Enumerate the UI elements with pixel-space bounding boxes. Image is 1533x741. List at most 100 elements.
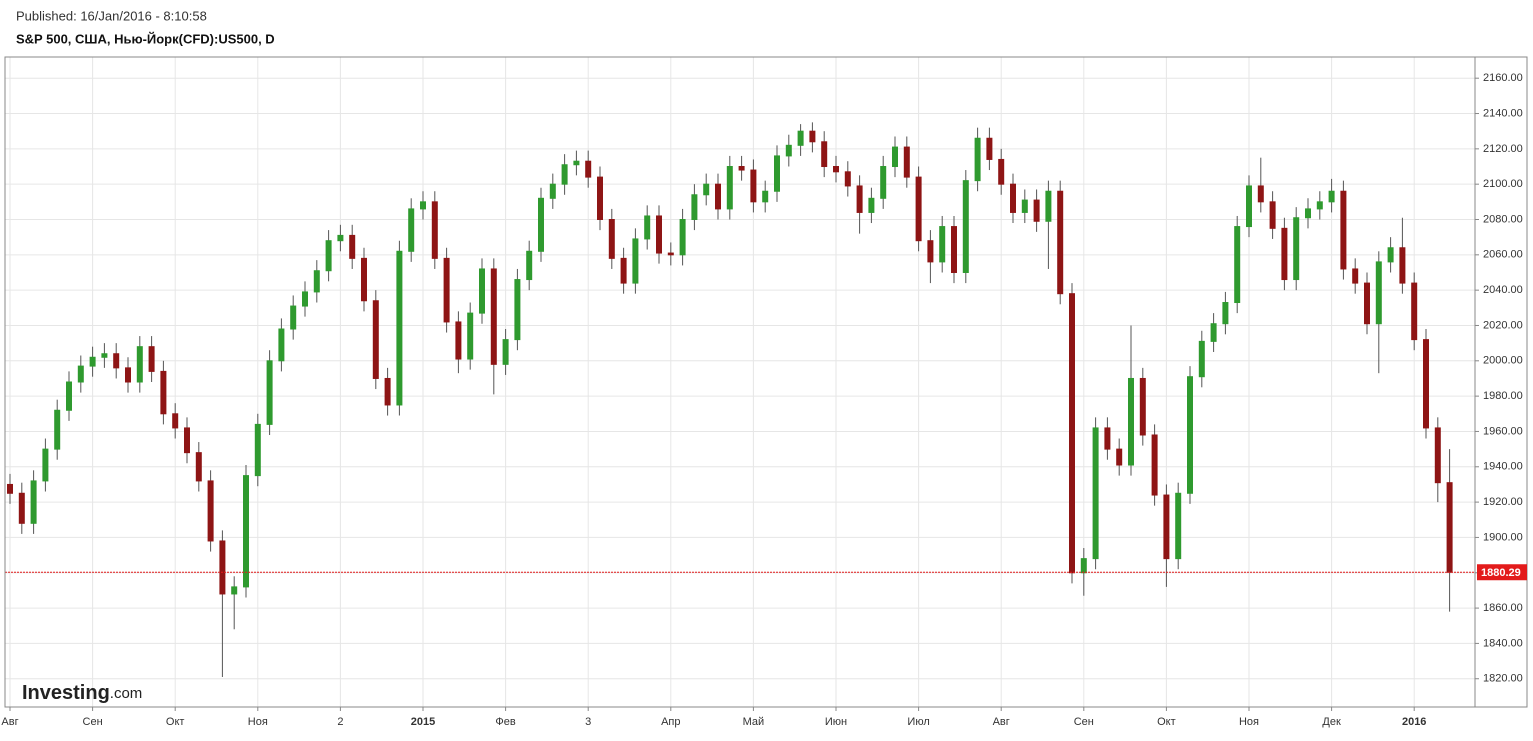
x-tick-label: Ноя bbox=[1239, 716, 1259, 728]
chart-title: S&P 500, США, Нью-Йорк(CFD):US500, D bbox=[16, 31, 275, 46]
y-tick-label: 2040.00 bbox=[1483, 284, 1523, 296]
published: Published: 16/Jan/2016 - 8:10:58 bbox=[16, 8, 207, 23]
candle-body bbox=[1080, 558, 1087, 574]
logo-suffix: .com bbox=[110, 685, 143, 702]
candle-body bbox=[974, 137, 981, 182]
x-tick-label: 3 bbox=[585, 716, 591, 728]
candle-body bbox=[1021, 199, 1028, 213]
y-tick-label: 1980.00 bbox=[1483, 390, 1523, 402]
y-tick-label: 1860.00 bbox=[1483, 602, 1523, 614]
y-tick-label: 2000.00 bbox=[1483, 355, 1523, 367]
candle-body bbox=[703, 183, 710, 196]
candle-body bbox=[89, 356, 96, 367]
y-tick-label: 2160.00 bbox=[1483, 72, 1523, 84]
candle-body bbox=[1364, 282, 1370, 325]
candle-body bbox=[337, 234, 344, 242]
candle-body bbox=[1010, 183, 1016, 213]
candle-body bbox=[597, 176, 603, 220]
x-tick-label: Апр bbox=[661, 716, 680, 728]
candle-body bbox=[1234, 226, 1241, 304]
candle-body bbox=[1057, 190, 1064, 295]
candle-body bbox=[408, 208, 415, 252]
y-tick-label: 2100.00 bbox=[1483, 178, 1523, 190]
x-tick-label: Фев bbox=[495, 716, 515, 728]
candle-body bbox=[54, 409, 61, 450]
candle-body bbox=[1187, 376, 1193, 494]
y-tick-label: 2080.00 bbox=[1483, 213, 1523, 225]
candle-body bbox=[691, 194, 698, 221]
y-tick-label: 1940.00 bbox=[1483, 461, 1523, 473]
candle-body bbox=[113, 353, 120, 369]
candle-body bbox=[927, 240, 934, 263]
logo-name: Investing bbox=[22, 682, 110, 704]
candle-body bbox=[1305, 208, 1311, 219]
candle-body bbox=[892, 146, 898, 168]
candle-body bbox=[750, 169, 757, 203]
candle-body bbox=[538, 197, 544, 252]
candle-body bbox=[266, 360, 273, 425]
candle-body bbox=[1387, 247, 1394, 263]
candle-body bbox=[1423, 339, 1429, 429]
axis-frame bbox=[1474, 56, 1528, 708]
candle-body bbox=[1434, 427, 1441, 484]
candle-body bbox=[844, 171, 851, 187]
candle-body bbox=[243, 475, 249, 588]
candle-body bbox=[184, 427, 190, 454]
candle-body bbox=[856, 185, 863, 213]
y-tick-label: 1920.00 bbox=[1483, 496, 1523, 508]
x-tick-label: 2016 bbox=[1402, 716, 1426, 728]
y-tick-label: 1840.00 bbox=[1483, 637, 1523, 649]
candle-body bbox=[903, 146, 910, 178]
candle-body bbox=[1352, 268, 1359, 284]
y-tick-label: 1820.00 bbox=[1483, 673, 1523, 685]
candle-body bbox=[774, 155, 780, 192]
candle-body bbox=[30, 480, 37, 524]
candle-body bbox=[1281, 227, 1288, 281]
candle-body bbox=[7, 483, 13, 494]
candle-body bbox=[172, 413, 179, 429]
candle-body bbox=[77, 365, 84, 383]
candle-body bbox=[313, 270, 320, 293]
candle-body bbox=[608, 219, 615, 259]
candle-body bbox=[620, 257, 627, 284]
candle-body bbox=[1257, 185, 1264, 203]
candle-body bbox=[632, 238, 639, 284]
candle-body bbox=[1375, 261, 1382, 325]
logo: Investing.com bbox=[22, 682, 142, 704]
candle-body bbox=[1069, 293, 1075, 574]
candle-body bbox=[726, 166, 733, 210]
candle-body bbox=[136, 346, 143, 383]
candle-body bbox=[1246, 185, 1252, 228]
x-tick-label: Авг bbox=[993, 716, 1010, 728]
candle-body bbox=[1104, 427, 1111, 450]
y-tick-label: 2060.00 bbox=[1483, 249, 1523, 261]
candle-body bbox=[278, 328, 285, 362]
candle-body bbox=[195, 452, 202, 482]
candle-body bbox=[998, 158, 1005, 185]
candle-body bbox=[455, 321, 462, 360]
x-tick-label: Июн bbox=[825, 716, 847, 728]
y-tick-label: 2020.00 bbox=[1483, 319, 1523, 331]
x-tick-label: Сен bbox=[83, 716, 103, 728]
candle-body bbox=[1175, 492, 1182, 560]
candle-body bbox=[467, 312, 474, 360]
candle-body bbox=[431, 201, 438, 259]
candle-body bbox=[1446, 482, 1453, 573]
candle-body bbox=[479, 268, 485, 314]
candle-body bbox=[809, 130, 816, 143]
candle-body bbox=[254, 423, 261, 477]
candle-body bbox=[160, 370, 167, 415]
candle-body bbox=[1293, 217, 1300, 281]
candle-body bbox=[1210, 323, 1217, 342]
candle-body bbox=[66, 381, 72, 411]
candle-body bbox=[1033, 199, 1040, 222]
candle-body bbox=[821, 141, 828, 168]
x-tick-label: Дек bbox=[1322, 716, 1341, 728]
last-price-label: 1880.29 bbox=[1481, 567, 1521, 579]
candle-body bbox=[1139, 377, 1146, 436]
x-tick-label: Июл bbox=[907, 716, 929, 728]
y-tick-label: 1960.00 bbox=[1483, 425, 1523, 437]
candle-body bbox=[986, 137, 993, 160]
candle-body bbox=[573, 160, 580, 166]
